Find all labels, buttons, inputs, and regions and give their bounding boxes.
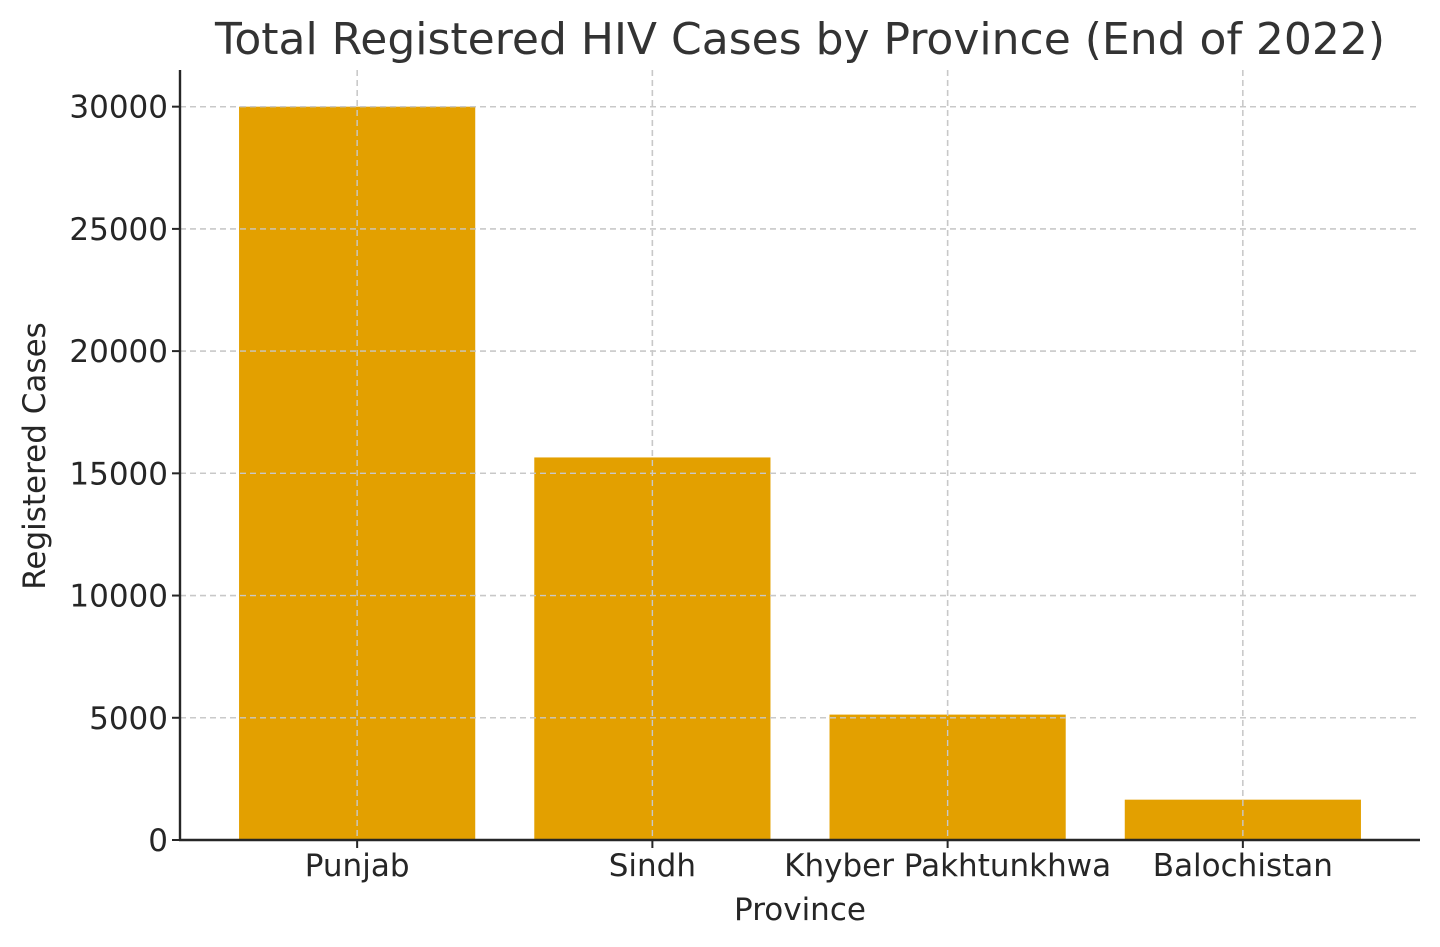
y-tick-label: 15000 — [69, 456, 168, 492]
x-tick-label: Khyber Pakhtunkhwa — [784, 848, 1111, 884]
y-axis-label: Registered Cases — [17, 322, 53, 590]
x-axis-label: Province — [734, 892, 866, 928]
y-tick-label: 30000 — [69, 90, 168, 126]
x-tick-label: Sindh — [609, 848, 696, 884]
chart-title: Total Registered HIV Cases by Province (… — [214, 14, 1385, 65]
y-tick-label: 20000 — [69, 334, 168, 370]
y-tick-label: 0 — [148, 823, 168, 859]
y-tick-label: 25000 — [69, 212, 168, 248]
y-tick-label: 10000 — [69, 579, 168, 615]
y-tick-label: 5000 — [89, 701, 168, 737]
ticks: 0 5000 10000 15000 20000 25000 30000 Punjab Sind… — [69, 90, 1333, 884]
x-tick-label: Punjab — [305, 848, 410, 884]
axes — [178, 70, 1420, 842]
bars — [180, 70, 1420, 840]
x-tick-label: Balochistan — [1153, 848, 1333, 884]
